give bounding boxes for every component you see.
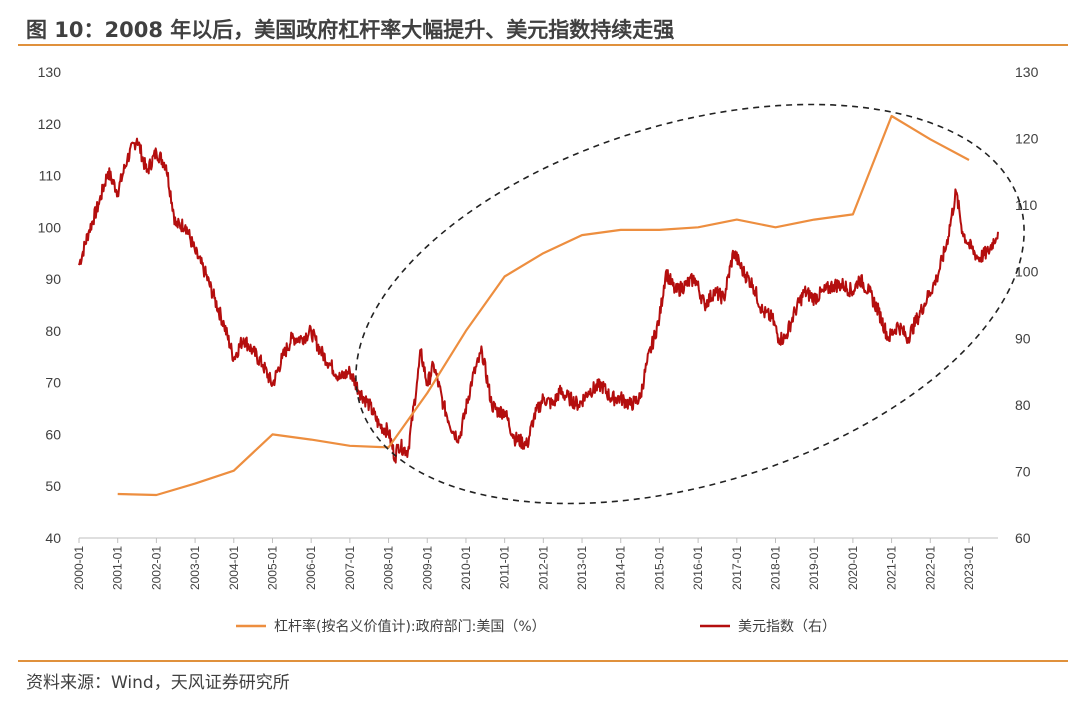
y-left-tick-label: 70 bbox=[45, 375, 61, 391]
y-right-tick-label: 60 bbox=[1015, 530, 1031, 546]
x-tick-label: 2001-01 bbox=[111, 546, 125, 590]
x-tick-label: 2007-01 bbox=[343, 546, 357, 590]
x-tick-label: 2022-01 bbox=[923, 546, 937, 590]
y-left-tick-label: 100 bbox=[38, 219, 62, 235]
legend-label-leverage: 杠杆率(按名义价值计):政府部门:美国（%） bbox=[274, 618, 546, 635]
series-line-usd-index bbox=[78, 137, 999, 464]
y-left-tick-label: 80 bbox=[45, 323, 61, 339]
x-tick-label: 2013-01 bbox=[575, 546, 589, 590]
chart-title: 图 10：2008 年以后，美国政府杠杆率大幅提升、美元指数持续走强 bbox=[26, 18, 675, 42]
y-right-tick-label: 130 bbox=[1015, 64, 1039, 80]
x-tick-label: 2014-01 bbox=[614, 546, 628, 590]
source-note: 资料来源：Wind，天风证券研究所 bbox=[26, 673, 290, 693]
chart-legend: 杠杆率(按名义价值计):政府部门:美国（%） 美元指数（右） bbox=[236, 618, 836, 635]
legend-label-usd: 美元指数（右） bbox=[738, 619, 836, 635]
x-tick-label: 2006-01 bbox=[304, 546, 318, 590]
y-left-tick-label: 120 bbox=[38, 116, 62, 132]
x-tick-label: 2018-01 bbox=[769, 546, 783, 590]
y-right-tick-label: 90 bbox=[1015, 330, 1031, 346]
x-tick-label: 2012-01 bbox=[536, 546, 550, 590]
y-right-tick-label: 110 bbox=[1015, 197, 1038, 213]
y-right-tick-label: 80 bbox=[1015, 397, 1031, 413]
x-tick-label: 2002-01 bbox=[149, 546, 163, 590]
y-left-tick-label: 50 bbox=[45, 478, 61, 494]
x-tick-label: 2008-01 bbox=[382, 546, 396, 590]
chart-lines bbox=[78, 114, 999, 497]
x-tick-label: 2011-01 bbox=[498, 546, 512, 589]
x-tick-label: 2003-01 bbox=[188, 546, 202, 590]
x-tick-label: 2005-01 bbox=[265, 546, 279, 590]
series-line-leverage bbox=[117, 114, 970, 497]
x-tick-label: 2004-01 bbox=[227, 546, 241, 590]
x-tick-label: 2021-01 bbox=[885, 546, 899, 590]
y-left-tick-label: 110 bbox=[39, 168, 62, 184]
y-left-tick-label: 60 bbox=[45, 426, 61, 442]
x-tick-label: 2000-01 bbox=[72, 546, 86, 590]
y-left-tick-label: 40 bbox=[45, 530, 61, 546]
x-tick-label: 2023-01 bbox=[962, 546, 976, 590]
title-divider bbox=[18, 44, 1068, 46]
x-tick-label: 2010-01 bbox=[459, 546, 473, 590]
x-tick-label: 2017-01 bbox=[730, 546, 744, 590]
chart-axes: 40 50 60 70 80 90 100 110 120 130 60 70 80 90 100 110 12… bbox=[38, 64, 1039, 590]
x-tick-label: 2015-01 bbox=[652, 546, 666, 590]
x-tick-label: 2019-01 bbox=[807, 546, 821, 590]
y-right-tick-label: 70 bbox=[1015, 463, 1031, 479]
y-right-tick-label: 120 bbox=[1015, 131, 1039, 147]
x-tick-label: 2009-01 bbox=[420, 546, 434, 590]
y-left-tick-label: 90 bbox=[45, 271, 61, 287]
x-tick-label: 2020-01 bbox=[846, 546, 860, 590]
y-left-tick-label: 130 bbox=[38, 64, 62, 80]
x-tick-label: 2016-01 bbox=[691, 546, 705, 590]
y-right-tick-label: 100 bbox=[1015, 264, 1039, 280]
annotation-ellipse bbox=[355, 103, 1025, 505]
source-divider bbox=[18, 660, 1068, 662]
